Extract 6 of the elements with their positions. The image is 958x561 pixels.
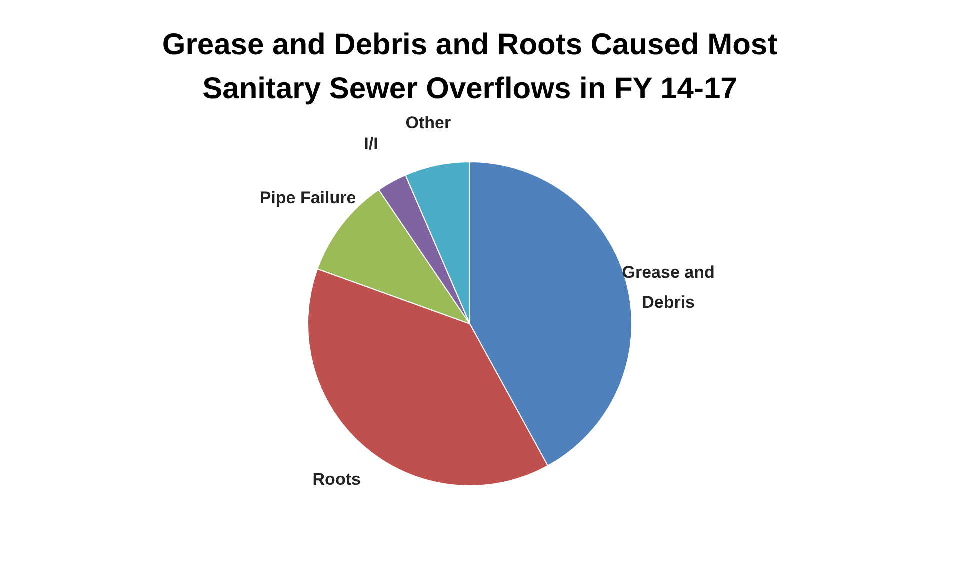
- slice-label: Grease and Debris: [622, 263, 715, 312]
- slice-label: Other: [406, 113, 452, 132]
- slice-label: Pipe Failure: [260, 188, 356, 208]
- chart-title: Grease and Debris and Roots Caused Most Sanitary Sewer Overflows in FY 14-17: [162, 28, 778, 106]
- slice-label: Roots: [312, 470, 361, 489]
- slice-label: I/I: [364, 134, 378, 154]
